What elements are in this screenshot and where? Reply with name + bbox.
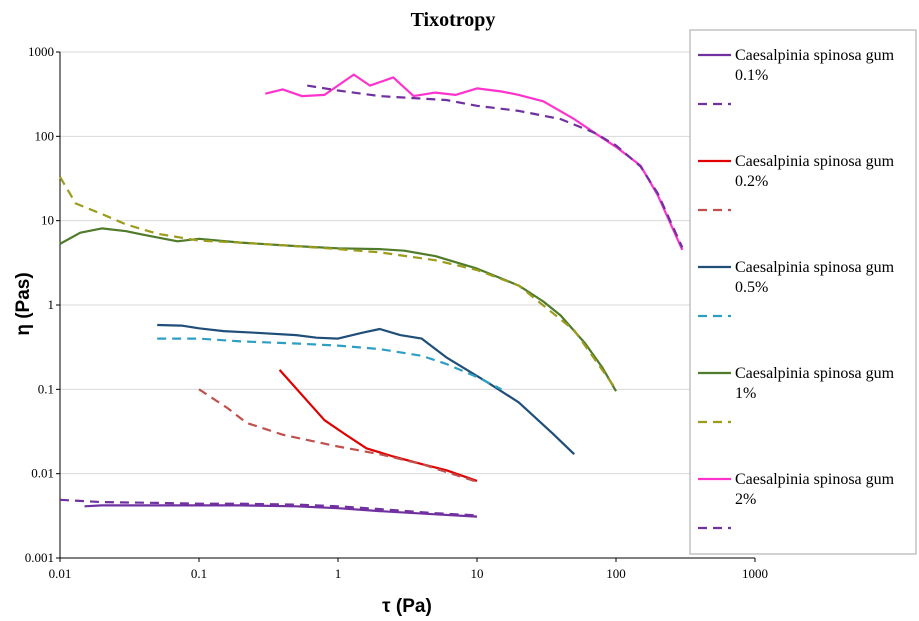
legend-entry-label: Caesalpinia spinosa gum 2% <box>735 471 895 508</box>
gridlines <box>56 51 755 559</box>
series-line-2-dashed <box>59 498 478 517</box>
y-tick-label: 0.1 <box>38 381 54 396</box>
series-line-8-dashed <box>59 176 617 390</box>
y-tick-label: 1 <box>48 297 55 312</box>
legend-items: Caesalpinia spinosa gum 0.1% Caesalpinia s… <box>698 47 895 530</box>
x-tick-label: 0.01 <box>49 566 72 581</box>
x-axis-title: τ (Pa) <box>382 596 432 617</box>
x-tick-label: 10 <box>471 566 484 581</box>
legend-entry-label: Caesalpinia spinosa gum 0.1% <box>735 47 895 84</box>
axes <box>59 52 756 562</box>
series-line-9-solid <box>265 73 684 251</box>
legend: Caesalpinia spinosa gum 0.1% Caesalpinia s… <box>689 29 917 555</box>
legend-box <box>689 29 917 555</box>
series-line-1-solid <box>84 504 478 518</box>
y-tick-label: 10 <box>41 213 54 228</box>
y-axis-title: η (Pas) <box>13 272 34 335</box>
series-line-4-dashed <box>198 388 478 483</box>
x-tick-label: 0.1 <box>191 566 207 581</box>
y-tick-labels: 0.001 0.01 0.1 1 10 100 1000 <box>25 44 54 565</box>
y-tick-label: 100 <box>35 128 55 143</box>
x-tick-labels: 0.01 0.1 1 10 100 1000 <box>49 566 768 581</box>
series-line-5-solid <box>157 323 575 455</box>
legend-entry-label: Caesalpinia spinosa gum 0.5% <box>735 259 895 296</box>
y-tick-label: 1000 <box>28 44 54 59</box>
series-line-10-dashed <box>307 84 684 248</box>
chart-title: Tixotropy <box>411 9 496 31</box>
series-line-7-solid <box>59 227 617 392</box>
legend-entry-label: Caesalpinia spinosa gum 0.2% <box>735 153 895 190</box>
y-tick-label: 0.001 <box>25 550 54 565</box>
series-lines <box>59 73 684 518</box>
series-line-3-solid <box>278 369 478 482</box>
legend-entry-label: Caesalpinia spinosa gum 1% <box>735 365 895 402</box>
x-tick-label: 100 <box>606 566 626 581</box>
x-tick-label: 1 <box>335 566 342 581</box>
series-line-6-dashed <box>157 337 502 391</box>
y-tick-label: 0.01 <box>31 466 54 481</box>
x-tick-label: 1000 <box>742 566 768 581</box>
